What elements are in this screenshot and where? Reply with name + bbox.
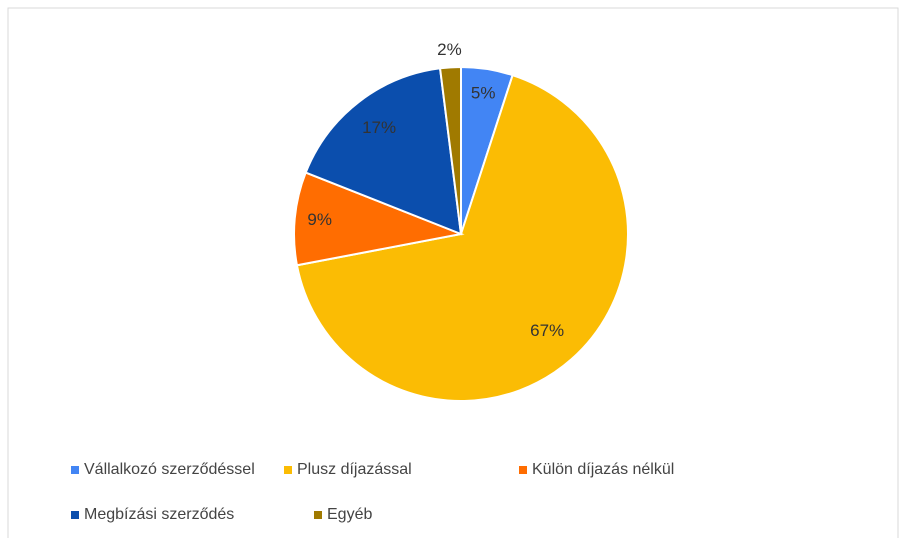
- legend-text: Plusz díjazással: [297, 461, 412, 478]
- data-label: 5%: [471, 83, 496, 102]
- legend-swatch: [284, 466, 292, 474]
- pie-slice: [295, 73, 629, 402]
- legend-swatch: [519, 466, 527, 474]
- data-label: 67%: [530, 321, 564, 340]
- chart-frame: [7, 7, 899, 538]
- pie-slice: [293, 171, 465, 267]
- pie-slice: [438, 65, 462, 235]
- legend-swatch: [71, 466, 79, 474]
- legend-text: Külön díjazás nélkül: [532, 461, 674, 478]
- legend-swatch: [314, 511, 322, 519]
- data-label: 2%: [437, 40, 462, 59]
- data-label: 9%: [307, 210, 332, 229]
- legend-text: Egyéb: [327, 506, 372, 523]
- legend-swatch: [71, 511, 79, 519]
- legend-text: Megbízási szerződés: [84, 506, 234, 523]
- pie-slice: [304, 67, 463, 236]
- legend-text: Vállalkozó szerződéssel: [84, 461, 255, 478]
- data-label: 17%: [362, 118, 396, 137]
